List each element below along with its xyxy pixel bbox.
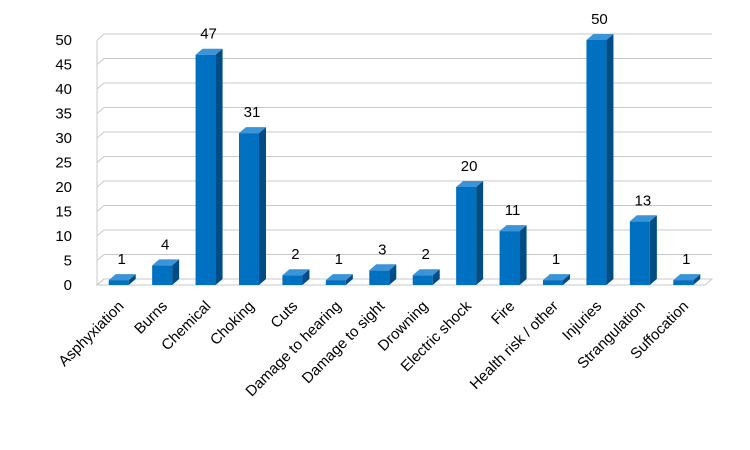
data-label: 31 <box>244 104 261 121</box>
x-tick-label: Fire <box>488 298 518 328</box>
bar <box>152 265 173 285</box>
data-label: 11 <box>505 202 521 219</box>
data-label: 1 <box>682 251 690 268</box>
bar-side <box>649 215 657 285</box>
data-label: 1 <box>118 251 126 268</box>
data-label: 13 <box>635 192 652 209</box>
bar <box>108 280 129 285</box>
bar <box>282 275 303 285</box>
grid-line <box>96 254 712 261</box>
bar-top <box>152 259 180 266</box>
x-tick-label: Cuts <box>267 298 301 332</box>
bar-top <box>412 269 440 276</box>
data-label: 50 <box>591 11 608 28</box>
y-tick-label: 10 <box>55 228 72 245</box>
grid-line <box>96 58 712 65</box>
bar-top <box>282 269 310 276</box>
bar-side <box>606 34 614 285</box>
bar-side <box>302 269 310 285</box>
bar-top <box>108 274 136 281</box>
bar-side <box>432 269 440 285</box>
y-tick-label: 15 <box>55 204 72 221</box>
bar-side <box>693 274 701 285</box>
x-tick-label: Choking <box>207 298 258 349</box>
bar-top <box>673 274 701 281</box>
bar <box>543 280 563 285</box>
bar-side <box>128 274 136 285</box>
grid-line <box>96 205 712 212</box>
y-tick-label: 50 <box>55 32 72 49</box>
bar <box>499 231 520 285</box>
grid-line <box>96 131 712 139</box>
grid-line <box>96 82 712 90</box>
bar-top <box>239 127 266 134</box>
y-tick-label: 40 <box>55 81 72 98</box>
bar-top <box>456 181 484 187</box>
bar-top <box>195 48 223 55</box>
y-tick-label: 35 <box>55 106 72 123</box>
data-label: 20 <box>461 158 478 175</box>
grid-line <box>96 156 712 163</box>
y-tick-label: 0 <box>64 277 72 294</box>
bar <box>239 133 259 285</box>
bar <box>325 280 346 285</box>
grid-line <box>96 180 712 188</box>
bar-top <box>369 264 397 271</box>
bar-top <box>543 274 570 281</box>
bar-top <box>325 274 353 281</box>
bar <box>195 54 216 286</box>
y-tick-label: 5 <box>64 253 72 270</box>
data-label: 4 <box>161 236 169 253</box>
data-label: 3 <box>378 241 386 258</box>
grid-line <box>96 229 712 237</box>
bar-side <box>215 48 223 286</box>
bar <box>673 280 694 285</box>
data-label: 47 <box>200 26 217 43</box>
data-label: 2 <box>422 246 430 263</box>
bar <box>629 221 650 285</box>
y-tick-label: 30 <box>55 130 72 147</box>
data-label: 1 <box>552 251 560 268</box>
y-tick-label: 20 <box>55 179 72 196</box>
y-tick-label: 25 <box>55 155 72 172</box>
bar-side <box>259 127 266 285</box>
data-label: 2 <box>291 246 299 263</box>
bar <box>586 40 607 285</box>
x-tick-label: Burns <box>131 298 171 338</box>
bar-side <box>476 181 484 285</box>
y-tick-label: 45 <box>55 57 72 74</box>
bar <box>369 270 390 285</box>
data-label: 1 <box>335 251 343 268</box>
bar-side <box>563 274 570 285</box>
floor <box>95 278 714 286</box>
bar-top <box>629 215 657 222</box>
bar-side <box>345 274 353 285</box>
grid-line <box>96 107 712 114</box>
bar-top <box>586 34 614 40</box>
bar <box>456 187 477 285</box>
bar-side <box>389 264 397 285</box>
bar-side <box>519 225 527 285</box>
x-tick-label: Asphyxiation <box>55 298 127 370</box>
bar-top <box>499 225 527 232</box>
bar-side <box>172 259 180 285</box>
grid-line <box>96 33 712 41</box>
bar <box>412 275 433 285</box>
